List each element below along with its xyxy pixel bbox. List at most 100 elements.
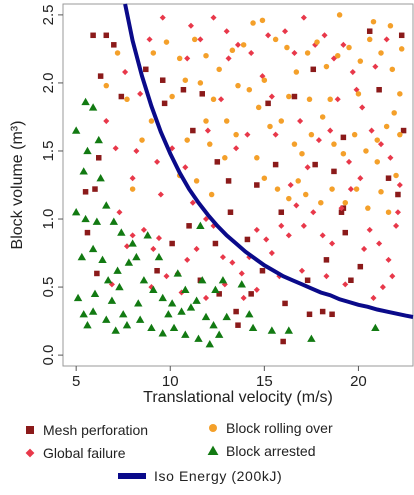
point-global-failure: [321, 32, 328, 39]
point-global-failure: [218, 96, 225, 103]
point-block-arrested: [77, 252, 87, 261]
point-block-rolling-over: [254, 155, 260, 161]
point-block-arrested: [94, 135, 103, 144]
point-block-arrested: [96, 173, 105, 182]
point-block-arrested: [139, 276, 149, 284]
point-mesh-perforation: [331, 168, 337, 175]
point-global-failure: [189, 199, 196, 206]
point-mesh-perforation: [366, 28, 373, 34]
y-tick-label: 0.5: [40, 277, 57, 298]
point-block-arrested: [109, 217, 119, 225]
point-global-failure: [197, 36, 204, 43]
x-axis-label: Translational velocity (m/s): [143, 389, 333, 406]
point-block-rolling-over: [327, 96, 333, 103]
point-mesh-perforation: [254, 182, 260, 188]
point-mesh-perforation: [90, 32, 96, 39]
point-global-failure: [278, 222, 285, 229]
point-block-rolling-over: [389, 66, 396, 73]
point-block-rolling-over: [182, 77, 189, 83]
point-global-failure: [394, 209, 401, 216]
point-global-failure: [154, 158, 161, 165]
y-tick-label: 0.0: [40, 345, 57, 366]
point-block-rolling-over: [216, 66, 222, 73]
point-mesh-perforation: [398, 32, 405, 39]
point-block-rolling-over: [383, 123, 390, 130]
point-global-failure: [112, 145, 119, 152]
y-tick-label: 2.0: [40, 73, 57, 94]
point-global-failure: [268, 250, 275, 257]
point-block-arrested: [245, 310, 254, 318]
point-block-arrested: [164, 310, 173, 318]
point-global-failure: [300, 14, 307, 21]
point-block-rolling-over: [398, 46, 405, 52]
point-block-rolling-over: [336, 12, 343, 18]
point-global-failure: [234, 41, 242, 48]
point-mesh-perforation: [225, 178, 232, 184]
point-block-rolling-over: [306, 96, 313, 103]
point-mesh-perforation: [235, 322, 241, 328]
point-block-rolling-over: [284, 44, 290, 51]
point-block-arrested: [88, 244, 98, 253]
point-mesh-perforation: [190, 127, 196, 134]
point-block-arrested: [181, 330, 190, 338]
point-block-rolling-over: [203, 118, 209, 124]
point-block-rolling-over: [193, 178, 200, 184]
point-block-rolling-over: [387, 23, 394, 29]
point-block-arrested: [90, 289, 100, 298]
point-block-rolling-over: [210, 96, 217, 103]
point-block-arrested: [177, 307, 186, 315]
point-mesh-perforation: [103, 32, 110, 39]
point-block-rolling-over: [397, 131, 403, 138]
point-block-arrested: [167, 299, 177, 307]
point-block-arrested: [83, 320, 92, 329]
point-block-rolling-over: [124, 96, 130, 103]
point-global-failure: [368, 127, 375, 134]
point-mesh-perforation: [306, 311, 313, 318]
point-global-failure: [379, 284, 386, 291]
point-mesh-perforation: [348, 277, 354, 284]
point-global-failure: [244, 131, 251, 138]
point-global-failure: [193, 245, 200, 252]
point-block-arrested: [88, 307, 98, 315]
point-block-rolling-over: [259, 17, 266, 24]
point-block-arrested: [122, 320, 132, 329]
x-tick-label: 15: [256, 373, 273, 390]
point-block-arrested: [198, 276, 207, 284]
point-block-arrested: [71, 208, 81, 216]
data-marks: [71, 3, 414, 348]
point-global-failure: [223, 28, 230, 35]
point-block-arrested: [88, 103, 98, 111]
point-global-failure: [159, 14, 166, 21]
point-mesh-perforation: [291, 93, 298, 100]
point-block-arrested: [307, 334, 316, 342]
point-mesh-perforation: [310, 66, 317, 73]
point-global-failure: [327, 127, 334, 134]
point-block-arrested: [135, 315, 145, 323]
point-global-failure: [389, 273, 396, 280]
point-global-failure: [377, 141, 385, 148]
point-block-arrested: [73, 293, 83, 302]
point-block-rolling-over: [299, 150, 305, 157]
legend-label: Global failure: [43, 445, 126, 461]
point-global-failure: [253, 226, 260, 233]
point-block-rolling-over: [302, 191, 309, 198]
point-mesh-perforation: [329, 311, 335, 318]
point-mesh-perforation: [84, 229, 91, 236]
point-global-failure: [359, 104, 366, 111]
point-block-rolling-over: [334, 52, 341, 59]
point-block-rolling-over: [308, 131, 315, 138]
legend-marker: [207, 445, 219, 456]
point-block-arrested: [143, 231, 152, 239]
point-global-failure: [366, 226, 373, 233]
point-block-rolling-over: [272, 36, 279, 43]
point-block-arrested: [237, 280, 246, 288]
point-mesh-perforation: [342, 229, 349, 236]
point-mesh-perforation: [97, 73, 104, 79]
point-block-arrested: [211, 285, 220, 293]
point-block-rolling-over: [139, 137, 145, 143]
point-global-failure: [157, 191, 164, 198]
point-block-rolling-over: [329, 186, 335, 192]
point-mesh-perforation: [199, 91, 205, 97]
y-tick-label: 1.5: [40, 141, 57, 162]
